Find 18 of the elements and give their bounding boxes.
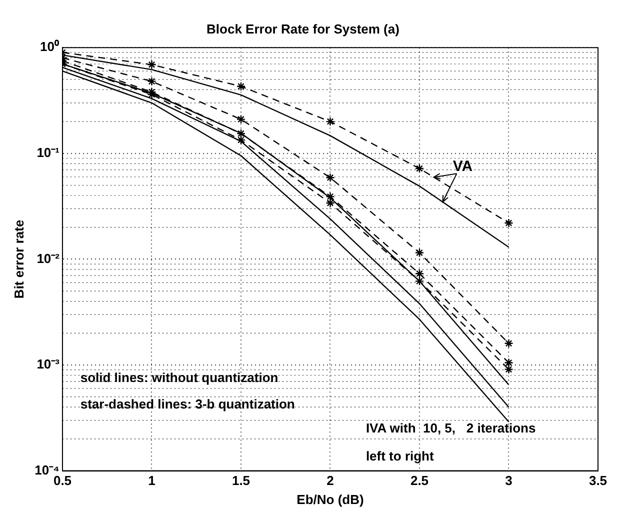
x-tick-label: 2.5 [410, 473, 429, 488]
annotation: left to right [366, 448, 434, 464]
chart-title: Block Error Rate for System (a) [206, 21, 400, 36]
annotation: IVA with 10, 5, 2 iterations [366, 420, 536, 436]
annotation: star-dashed lines: 3-b quantization [80, 396, 295, 412]
annotation: solid lines: without quantization [80, 370, 278, 385]
x-tick-label: 3 [505, 473, 512, 488]
y-tick-label: 10⁰ [40, 39, 60, 54]
y-tick-label: 10⁻³ [36, 356, 60, 372]
x-axis-title: Eb/No (dB) [296, 492, 364, 507]
x-tick-label: 1.5 [232, 473, 250, 488]
y-tick-label: 10⁻¹ [36, 144, 60, 160]
x-tick-label: 2 [326, 473, 334, 488]
x-tick-label: 3.5 [588, 473, 608, 488]
y-axis-title: Bit error rate [11, 220, 26, 299]
annotation: VA [452, 158, 473, 175]
x-tick-label: 1 [148, 473, 156, 488]
y-tick-label: 10⁻² [36, 250, 60, 266]
